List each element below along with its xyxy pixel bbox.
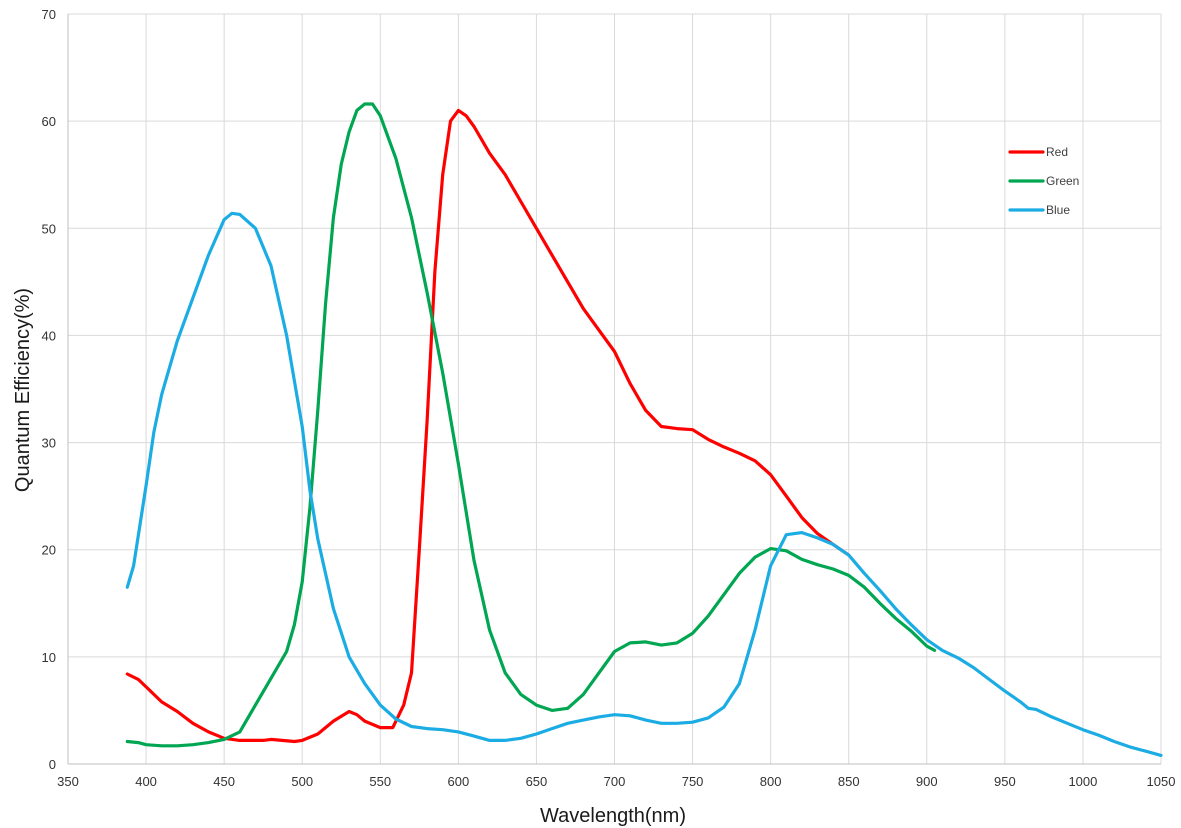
legend-label-blue: Blue [1046, 203, 1070, 217]
y-tick-label: 0 [49, 757, 56, 772]
legend-label-green: Green [1046, 174, 1079, 188]
x-tick-label: 850 [838, 774, 860, 789]
x-tick-label: 950 [994, 774, 1016, 789]
x-tick-label: 900 [916, 774, 938, 789]
x-tick-label: 700 [604, 774, 626, 789]
y-tick-label: 30 [42, 436, 56, 451]
y-tick-label: 50 [42, 221, 56, 236]
x-tick-label: 350 [57, 774, 79, 789]
series-line-blue [125, 211, 1163, 757]
tick-labels: 350 400 450 500 550 600 650 700 750 800 850 900 950 1… [42, 7, 1176, 789]
legend: Red Green Blue [1008, 145, 1079, 217]
x-tick-label: 800 [760, 774, 782, 789]
x-tick-label: 750 [682, 774, 704, 789]
x-tick-label: 550 [369, 774, 391, 789]
x-tick-label: 600 [448, 774, 470, 789]
x-tick-label: 450 [213, 774, 235, 789]
y-tick-label: 40 [42, 328, 56, 343]
x-tick-label: 500 [291, 774, 313, 789]
series-line-green [125, 102, 937, 748]
y-tick-label: 20 [42, 543, 56, 558]
y-tick-label: 60 [42, 114, 56, 129]
axes [67, 14, 1161, 765]
y-tick-label: 70 [42, 7, 56, 22]
series-line-red [125, 108, 851, 744]
y-tick-label: 10 [42, 650, 56, 665]
x-tick-label: 650 [526, 774, 548, 789]
x-tick-label: 1000 [1068, 774, 1097, 789]
grid [68, 13, 1162, 764]
x-axis-title: Wavelength(nm) [540, 805, 686, 827]
x-tick-label: 1050 [1147, 774, 1176, 789]
legend-label-red: Red [1046, 145, 1068, 159]
series-lines [125, 102, 1163, 757]
x-tick-label: 400 [135, 774, 157, 789]
y-axis-title: Quantum Efficiency(%) [12, 288, 34, 492]
